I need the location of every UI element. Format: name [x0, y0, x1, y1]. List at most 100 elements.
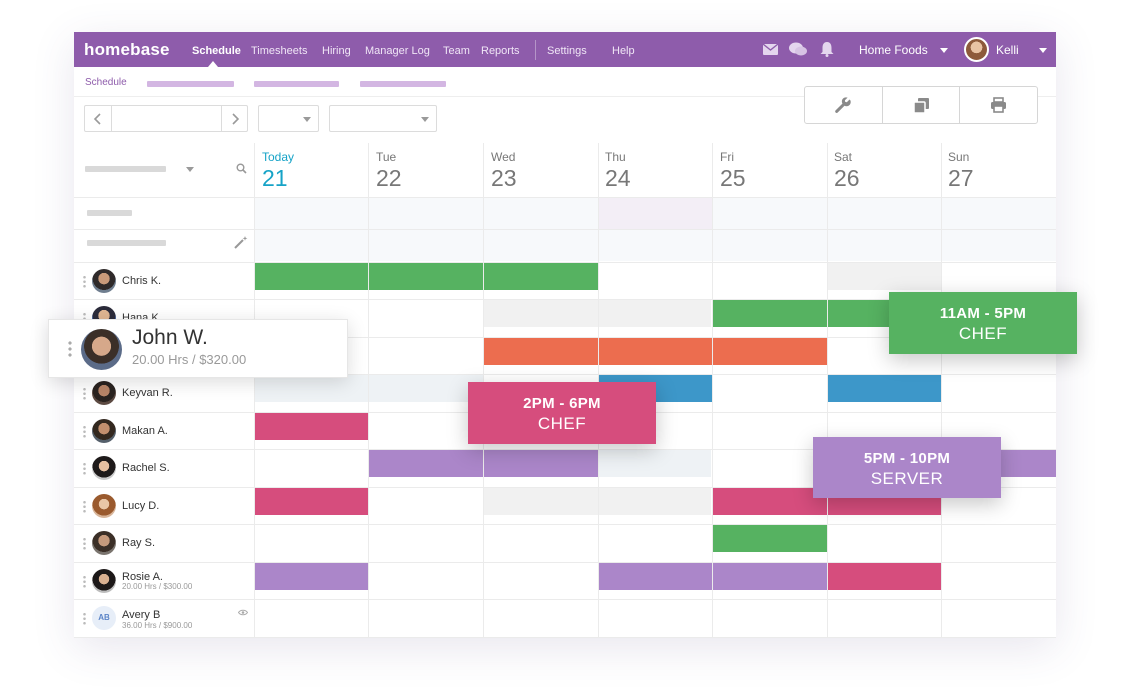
- sub-nav: Schedule: [74, 67, 1056, 97]
- shift-block[interactable]: [255, 488, 368, 515]
- drag-handle-icon[interactable]: [83, 312, 86, 325]
- floating-shift-card[interactable]: 11AM - 5PM CHEF: [889, 292, 1077, 354]
- nav-help[interactable]: Help: [612, 45, 635, 57]
- nav-reports[interactable]: Reports: [481, 45, 520, 57]
- day-header-sat: Sat 26: [834, 150, 860, 191]
- eye-icon[interactable]: [238, 609, 248, 616]
- chevron-down-icon: [421, 117, 429, 122]
- drag-handle-icon[interactable]: [83, 612, 86, 625]
- sub-nav-placeholder[interactable]: [147, 81, 234, 87]
- shift-block[interactable]: [255, 263, 368, 290]
- shift-block[interactable]: [484, 450, 598, 477]
- drag-handle-icon[interactable]: [83, 575, 86, 588]
- settings-tool-button[interactable]: [805, 87, 883, 123]
- bell-icon[interactable]: [820, 41, 834, 57]
- date-navigator: [84, 105, 248, 132]
- drag-handle-icon[interactable]: [83, 275, 86, 288]
- chevron-right-icon[interactable]: [231, 113, 240, 125]
- mail-icon[interactable]: [763, 44, 778, 55]
- avatar: [92, 381, 116, 405]
- top-nav: homebase Schedule Timesheets Hiring Mana…: [74, 32, 1056, 67]
- employee-row[interactable]: AB Avery B 36.00 Hrs / $900.00: [74, 600, 255, 637]
- chat-icon[interactable]: [789, 42, 807, 57]
- avatar: [92, 531, 116, 555]
- drag-handle-icon[interactable]: [83, 425, 86, 438]
- avatar: [92, 269, 116, 293]
- shift-block[interactable]: [713, 300, 827, 327]
- sort-select[interactable]: [85, 166, 166, 172]
- company-switcher[interactable]: Home Foods: [859, 43, 928, 57]
- avatar: [92, 494, 116, 518]
- floating-shift-card[interactable]: 5PM - 10PM SERVER: [813, 437, 1001, 498]
- view-select[interactable]: [258, 105, 319, 132]
- avatar: AB: [92, 606, 116, 630]
- floating-shift-card[interactable]: 2PM - 6PM CHEF: [468, 382, 656, 444]
- unavailable-cell: [484, 488, 711, 515]
- nav-team[interactable]: Team: [443, 45, 470, 57]
- nav-settings[interactable]: Settings: [547, 45, 587, 57]
- drag-handle-icon[interactable]: [83, 500, 86, 513]
- chevron-left-icon[interactable]: [93, 113, 102, 125]
- summary-label: [87, 210, 132, 216]
- avatar: [92, 569, 116, 593]
- day-header-thu: Thu 24: [605, 150, 631, 191]
- shift-block[interactable]: [484, 263, 598, 290]
- shift-block[interactable]: [255, 563, 368, 590]
- user-menu[interactable]: Kelli: [996, 43, 1019, 57]
- shift-block[interactable]: [255, 413, 368, 440]
- shift-block[interactable]: [713, 488, 827, 515]
- shift-block[interactable]: [828, 563, 941, 590]
- copy-tool-button[interactable]: [883, 87, 961, 123]
- employee-row[interactable]: Rachel S.: [74, 450, 255, 487]
- employee-row[interactable]: Rosie A. 20.00 Hrs / $300.00: [74, 563, 255, 600]
- chevron-down-icon: [303, 117, 311, 122]
- employee-row[interactable]: Lucy D.: [74, 488, 255, 525]
- tool-group: [804, 86, 1038, 124]
- chevron-down-icon[interactable]: [940, 48, 948, 53]
- day-header-today: Today 21: [262, 150, 295, 191]
- chevron-down-icon[interactable]: [186, 167, 194, 172]
- copy-icon: [912, 97, 929, 114]
- chevron-down-icon[interactable]: [1039, 48, 1047, 53]
- sub-nav-placeholder[interactable]: [254, 81, 339, 87]
- wrench-icon: [835, 97, 852, 113]
- nav-separator: [535, 40, 536, 60]
- dragged-employee-card[interactable]: John W. 20.00 Hrs / $320.00: [48, 319, 348, 378]
- unavailable-cell: [598, 450, 711, 477]
- shift-block[interactable]: [828, 375, 941, 402]
- drag-handle-icon[interactable]: [83, 537, 86, 550]
- shift-block[interactable]: [369, 263, 483, 290]
- employee-row[interactable]: Keyvan R.: [74, 375, 255, 412]
- filter-select[interactable]: [329, 105, 437, 132]
- employee-row[interactable]: Chris K.: [74, 263, 255, 300]
- shift-block[interactable]: [599, 563, 712, 590]
- sub-nav-placeholder[interactable]: [360, 81, 446, 87]
- sub-nav-schedule[interactable]: Schedule: [85, 77, 127, 88]
- nav-schedule[interactable]: Schedule: [192, 45, 241, 57]
- shift-block[interactable]: [713, 525, 827, 552]
- user-avatar[interactable]: [964, 37, 989, 62]
- search-icon[interactable]: [236, 163, 247, 174]
- shift-block[interactable]: [994, 450, 1056, 477]
- drag-handle-icon[interactable]: [68, 340, 72, 358]
- shift-block[interactable]: [713, 563, 827, 590]
- shift-block[interactable]: [713, 338, 827, 365]
- brand-logo[interactable]: homebase: [84, 40, 170, 59]
- print-tool-button[interactable]: [960, 87, 1037, 123]
- nav-timesheets[interactable]: Timesheets: [251, 45, 308, 57]
- shift-block[interactable]: [599, 338, 712, 365]
- shift-block[interactable]: [484, 338, 598, 365]
- nav-manager-log[interactable]: Manager Log: [365, 45, 430, 57]
- employee-row[interactable]: Makan A.: [74, 413, 255, 450]
- day-header-tue: Tue 22: [376, 150, 402, 191]
- summary-label: [87, 240, 166, 246]
- drag-handle-icon[interactable]: [83, 387, 86, 400]
- shift-block[interactable]: [369, 450, 483, 477]
- magic-wand-icon[interactable]: [234, 236, 248, 249]
- avatar: [81, 329, 122, 370]
- highlight-cell: [598, 198, 712, 229]
- nav-active-indicator: [208, 61, 218, 67]
- drag-handle-icon[interactable]: [83, 462, 86, 475]
- employee-row[interactable]: Ray S.: [74, 525, 255, 562]
- nav-hiring[interactable]: Hiring: [322, 45, 351, 57]
